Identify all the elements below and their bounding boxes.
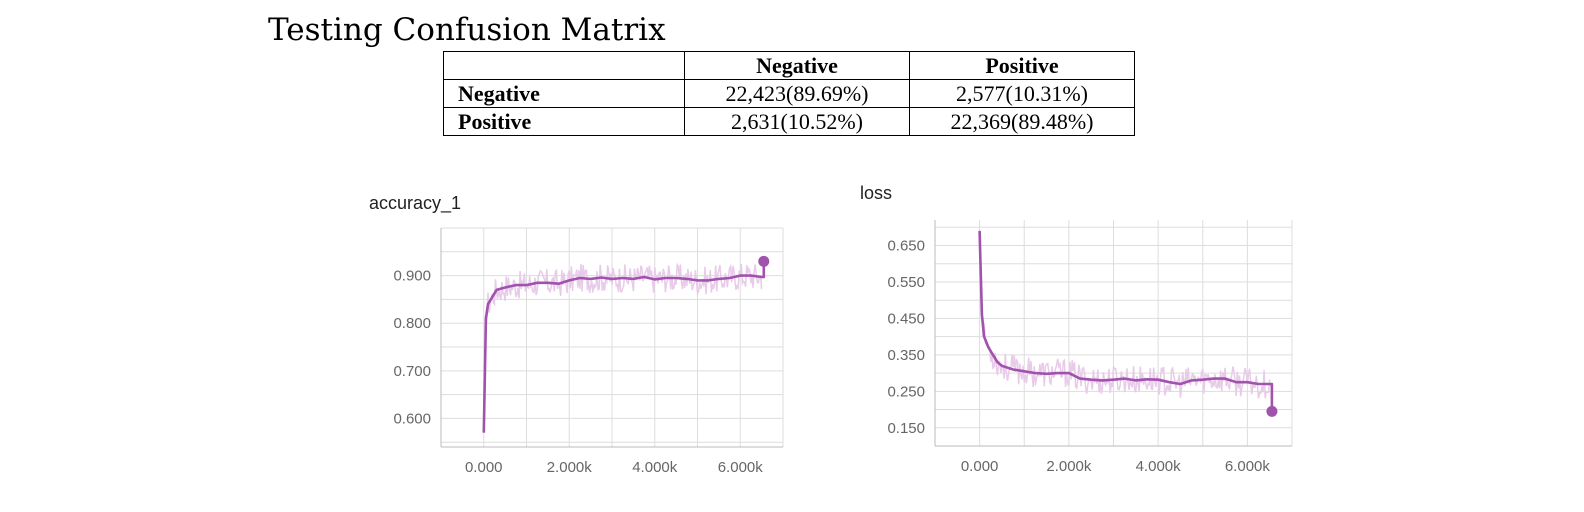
accuracy-last-point [758, 255, 770, 267]
table-header-row: Negative Positive [443, 51, 1135, 80]
accuracy-y-tick-label: 0.900 [393, 268, 431, 285]
accuracy-chart-title: accuracy_1 [369, 193, 462, 213]
loss-y-tick-label: 0.350 [887, 347, 925, 364]
accuracy-raw-line [483, 262, 763, 422]
accuracy-x-tick-label: 4.000k [632, 459, 678, 476]
loss-x-tick-label: 6.000k [1225, 458, 1271, 475]
accuracy-y-tick-label: 0.800 [393, 315, 431, 332]
accuracy-x-tick-label: 6.000k [718, 459, 764, 476]
loss-y-tick-label: 0.250 [887, 383, 925, 400]
page-title: Testing Confusion Matrix [268, 12, 666, 48]
accuracy-y-tick-label: 0.700 [393, 363, 431, 380]
loss-x-tick-label: 4.000k [1136, 458, 1182, 475]
confusion-matrix-table: Negative Positive Negative 22,423(89.69%… [443, 51, 1135, 136]
loss-x-tick-label: 0.000 [961, 458, 999, 475]
accuracy-y-tick-label: 0.600 [393, 410, 431, 427]
cell-positive-positive: 22,369(89.48%) [909, 107, 1135, 136]
table-corner-cell [443, 51, 685, 80]
loss-smoothed-line [978, 230, 1274, 412]
table-row: Positive 2,631(10.52%) 22,369(89.48%) [443, 107, 1135, 136]
row-header-positive: Positive [443, 107, 685, 136]
cell-positive-negative: 2,631(10.52%) [684, 107, 910, 136]
loss-y-tick-label: 0.150 [887, 420, 925, 437]
loss-y-tick-label: 0.450 [887, 310, 925, 327]
accuracy-x-tick-label: 0.000 [465, 459, 503, 476]
accuracy-smoothed-line [482, 261, 766, 433]
accuracy-x-tick-label: 2.000k [547, 459, 593, 476]
loss-x-tick-label: 2.000k [1046, 458, 1092, 475]
cell-negative-positive: 2,577(10.31%) [909, 79, 1135, 108]
loss-y-tick-label: 0.650 [887, 238, 925, 255]
loss-chart-title: loss [860, 183, 893, 203]
column-header-positive: Positive [909, 51, 1135, 80]
loss-y-tick-label: 0.550 [887, 274, 925, 291]
loss-raw-line [978, 236, 1271, 399]
loss-last-point [1266, 405, 1278, 417]
column-header-negative: Negative [684, 51, 910, 80]
